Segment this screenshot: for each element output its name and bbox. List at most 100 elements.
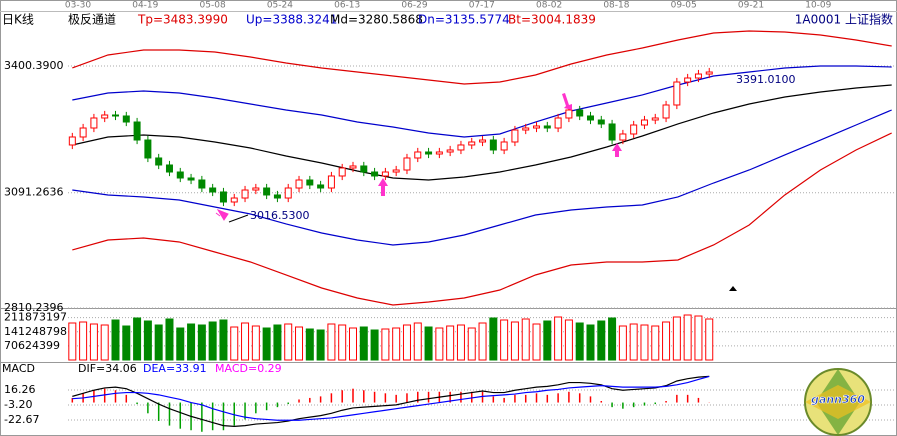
candle-body: [640, 119, 648, 126]
macd-title: MACD: [2, 362, 35, 375]
volume-bar: [564, 319, 573, 361]
candle-body: [111, 114, 119, 117]
candle-body: [209, 187, 217, 193]
mark-layer: [68, 30, 892, 432]
candle-body: [327, 175, 335, 189]
volume-bar: [284, 323, 293, 361]
candle-body: [133, 121, 141, 141]
logo-shape: [805, 385, 871, 419]
candle-body: [155, 157, 163, 166]
volume-bar: [618, 325, 627, 361]
y-tick-label: 3091.2636: [4, 186, 64, 199]
legend-entry: Tp=3483.3990: [137, 13, 228, 27]
candle-body: [306, 179, 314, 186]
volume-bar: [251, 325, 260, 361]
candle-body: [360, 165, 368, 173]
volume-bar: [510, 321, 519, 361]
y-tick-label: 3400.3900: [4, 59, 64, 72]
volume-bar: [370, 329, 379, 361]
volume-bar: [359, 326, 368, 361]
candle-body: [144, 139, 152, 159]
candle-body: [219, 191, 227, 203]
volume-bar: [68, 322, 77, 361]
channel-line: [72, 65, 892, 138]
candle-body: [263, 187, 271, 196]
annotation-low: 3016.5300: [250, 209, 310, 222]
volume-bar: [187, 323, 196, 361]
volume-bar: [489, 317, 498, 361]
y-tick-label: 70624399: [4, 339, 60, 352]
legend-entry: MACD=0.29: [215, 362, 282, 375]
candle-body: [619, 133, 627, 141]
candle-body: [662, 104, 670, 119]
y-tick-label: 211873197: [4, 311, 67, 324]
volume-bar: [348, 327, 357, 361]
signal-arrow: [378, 178, 388, 196]
candle-body: [349, 165, 357, 169]
date-label: 10-09: [805, 1, 831, 11]
candle-body: [284, 187, 292, 199]
legend-entry: DIF=34.06: [78, 362, 137, 375]
candle-body: [273, 194, 281, 199]
volume-bar: [413, 322, 422, 361]
volume-bar: [521, 318, 530, 361]
volume-bar: [662, 321, 671, 361]
candle-body: [694, 73, 702, 79]
candle-body: [122, 115, 130, 123]
candle-body: [176, 171, 184, 179]
candle-body: [446, 149, 454, 153]
candle-body: [500, 141, 508, 151]
volume-bar: [111, 319, 120, 361]
candle-body: [651, 117, 659, 121]
volume-bar: [392, 327, 401, 361]
legend-entry: Md=3280.5868: [330, 13, 423, 27]
candle-body: [68, 136, 76, 146]
volume-bar: [381, 328, 390, 361]
candle-body: [425, 151, 433, 155]
indicator-name: 极反通道: [68, 13, 116, 27]
volume-bar: [651, 325, 660, 361]
volume-bar: [672, 316, 681, 361]
channel-line: [72, 109, 892, 246]
date-label: 08-18: [603, 1, 629, 11]
volume-bar: [435, 327, 444, 361]
volume-bar: [230, 326, 239, 361]
candle-body: [586, 115, 594, 121]
legend-entry: Up=3388.3241: [246, 13, 337, 27]
y-tick-label: -3.20: [4, 398, 32, 411]
volume-bar: [575, 322, 584, 361]
candle-body: [187, 177, 195, 181]
candle-body: [630, 124, 638, 135]
candle-body: [543, 125, 551, 129]
y-tick-label: -22.67: [4, 413, 39, 426]
candle-body: [576, 109, 584, 117]
legend-entry: DEA=33.91: [143, 362, 207, 375]
candle-body: [392, 169, 400, 173]
volume-bar: [241, 322, 250, 361]
candle-body: [317, 184, 325, 189]
channel-line: [72, 84, 892, 181]
candle-body: [79, 127, 87, 138]
date-label: 04-19: [132, 1, 158, 11]
symbol: 1A0001 上证指数: [795, 12, 893, 27]
date-label: 03-30: [65, 1, 91, 11]
macd-line: [72, 375, 710, 421]
date-label: 06-29: [401, 1, 427, 11]
candle-body: [371, 171, 379, 177]
date-label: 05-08: [200, 1, 226, 11]
volume-bar: [327, 323, 336, 361]
date-label: 08-02: [536, 1, 562, 11]
y-tick-label: 141248798: [4, 325, 67, 338]
volume-bar: [543, 320, 552, 361]
date-label: 09-05: [671, 1, 697, 11]
volume-bar: [295, 326, 304, 361]
candle-body: [90, 117, 98, 129]
volume-bar: [478, 322, 487, 361]
volume-bar: [176, 327, 185, 361]
volume-bar: [262, 327, 271, 361]
candle-body: [533, 125, 541, 129]
volume-bar: [100, 324, 109, 361]
